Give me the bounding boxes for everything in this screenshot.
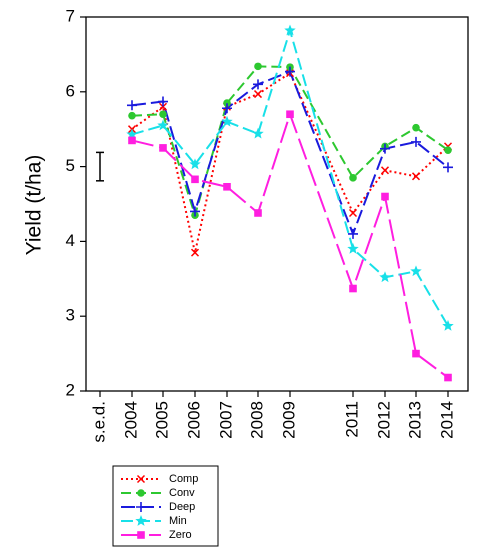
data-point-deep bbox=[411, 136, 421, 147]
data-point-deep bbox=[253, 79, 263, 90]
data-point-min bbox=[284, 24, 296, 36]
data-point-deep bbox=[348, 228, 358, 239]
x-tick-label: 2009 bbox=[279, 401, 298, 439]
x-tick-label: 2012 bbox=[374, 401, 393, 439]
data-point-conv bbox=[159, 110, 167, 119]
y-axis-title: Yield (t/ha) bbox=[23, 155, 46, 256]
plot-frame bbox=[85, 16, 469, 392]
x-tick-label: 2011 bbox=[342, 401, 361, 438]
x-tick-label: 2013 bbox=[405, 401, 424, 439]
data-point-zero bbox=[191, 175, 199, 184]
series-line-deep bbox=[131, 70, 449, 235]
data-point-deep bbox=[190, 206, 200, 217]
legend: Comp Conv Deep Min Zero bbox=[112, 465, 219, 547]
x-tick-label: 2004 bbox=[121, 401, 140, 439]
series-markers bbox=[126, 24, 454, 382]
data-point-min bbox=[221, 115, 233, 127]
data-point-comp bbox=[190, 248, 200, 257]
x-tick-label: 2014 bbox=[437, 401, 456, 439]
data-point-deep bbox=[222, 103, 232, 114]
y-tick-label: 2 bbox=[66, 380, 75, 399]
data-point-conv bbox=[444, 146, 452, 154]
x-tick-label: 2007 bbox=[216, 401, 235, 439]
legend-marker-conv bbox=[137, 489, 145, 497]
data-point-min bbox=[189, 158, 201, 170]
data-point-comp bbox=[380, 166, 390, 175]
x-tick-label: 2008 bbox=[247, 401, 266, 439]
data-point-min bbox=[126, 128, 138, 140]
series-line-comp bbox=[131, 72, 449, 254]
data-point-conv bbox=[223, 99, 231, 107]
data-point-min bbox=[410, 265, 422, 277]
legend-label-comp: Comp bbox=[169, 473, 198, 485]
sed-bar bbox=[96, 151, 104, 182]
x-tick-label: 2006 bbox=[184, 401, 203, 439]
legend-marker-comp bbox=[136, 474, 146, 484]
data-point-min bbox=[442, 319, 454, 331]
data-point-deep bbox=[443, 162, 453, 173]
x-tick-label: 2005 bbox=[152, 401, 171, 439]
legend-label-deep: Deep bbox=[169, 501, 195, 513]
data-point-deep bbox=[285, 66, 295, 77]
data-point-zero bbox=[381, 192, 389, 201]
data-point-min bbox=[347, 242, 359, 254]
data-point-conv bbox=[128, 111, 136, 120]
data-point-zero bbox=[286, 110, 294, 119]
y-tick-label: 5 bbox=[66, 156, 75, 175]
y-tick-label: 3 bbox=[66, 306, 75, 325]
data-point-conv bbox=[412, 123, 420, 132]
data-point-comp bbox=[348, 208, 358, 218]
x-tick-label: s.e.d. bbox=[89, 401, 108, 443]
legend-marker-zero bbox=[137, 531, 145, 539]
y-tick-label: 6 bbox=[66, 81, 75, 100]
data-point-min bbox=[252, 127, 264, 139]
data-point-zero bbox=[159, 144, 167, 152]
data-point-comp bbox=[158, 102, 168, 111]
legend-label-conv: Conv bbox=[169, 487, 195, 499]
data-point-zero bbox=[412, 349, 420, 358]
series-line-zero bbox=[131, 113, 449, 379]
y-tick-label: 7 bbox=[66, 6, 75, 25]
data-point-min bbox=[379, 271, 391, 283]
data-point-conv bbox=[349, 174, 357, 182]
data-point-deep bbox=[158, 96, 168, 107]
data-point-zero bbox=[444, 373, 452, 382]
legend-marker-min bbox=[135, 515, 147, 526]
series-lines bbox=[131, 29, 449, 379]
legend-marker-deep bbox=[136, 502, 146, 512]
data-point-zero bbox=[254, 209, 262, 217]
data-point-deep bbox=[380, 143, 390, 154]
data-point-zero bbox=[128, 136, 136, 145]
series-line-conv bbox=[131, 65, 449, 217]
data-point-zero bbox=[349, 284, 357, 293]
data-point-deep bbox=[127, 100, 137, 111]
data-point-zero bbox=[223, 182, 231, 191]
data-point-comp bbox=[253, 90, 263, 99]
y-tick-label: 4 bbox=[66, 231, 75, 250]
legend-label-min: Min bbox=[169, 515, 187, 527]
data-point-min bbox=[157, 119, 169, 131]
data-point-conv bbox=[254, 62, 262, 71]
data-point-comp bbox=[411, 172, 421, 181]
legend-label-zero: Zero bbox=[169, 529, 192, 541]
axes: 2 3 4 5 6 7 s.e.d. 2004 2005 2006 2007 2008 2009 2011… bbox=[66, 6, 469, 443]
